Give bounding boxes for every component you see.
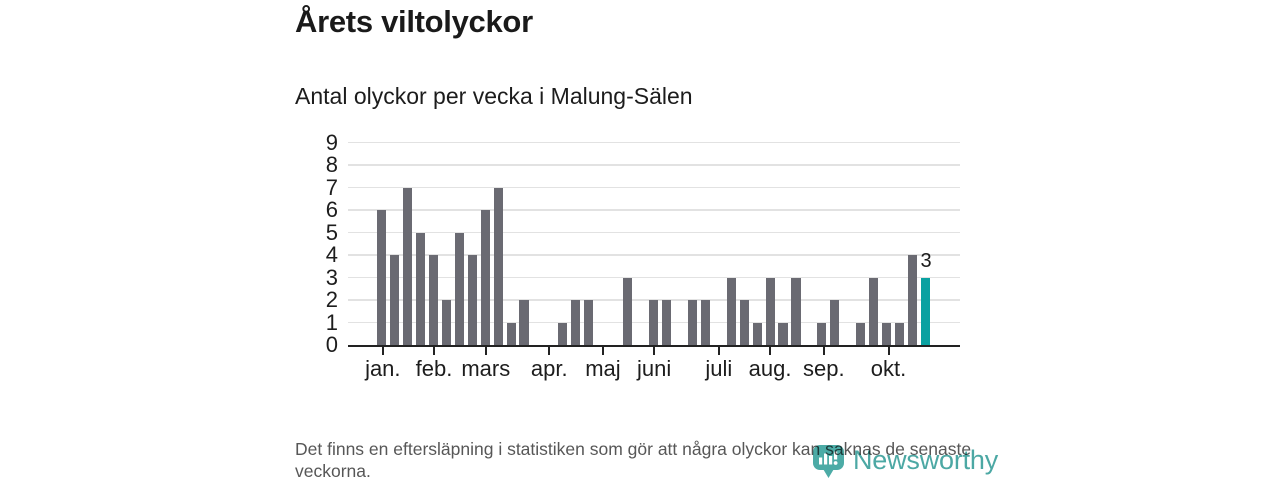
gridline-4 xyxy=(348,254,960,256)
x-axis-label-maj: maj xyxy=(585,356,621,381)
x-axis-tick-apr xyxy=(548,347,551,355)
y-axis-label: 8 xyxy=(325,152,338,177)
gridline-9 xyxy=(348,141,960,144)
bar-week xyxy=(389,255,400,345)
x-axis-label-aug: aug. xyxy=(748,356,792,381)
bar-week xyxy=(584,300,594,345)
bar-week xyxy=(700,300,710,345)
bar-week xyxy=(428,255,438,345)
bar-week xyxy=(817,322,827,345)
chart-subtitle: Antal olyckor per vecka i Malung-Sälen xyxy=(295,83,693,109)
x-axis-tick-jan xyxy=(381,347,384,355)
x-axis-label-jan: jan. xyxy=(365,356,401,381)
y-axis-label: 9 xyxy=(325,129,338,155)
newsworthy-logo-text: Newsworthy xyxy=(853,445,999,475)
x-axis-tick-feb xyxy=(432,347,435,355)
x-axis-label-feb: feb. xyxy=(415,356,453,381)
x-axis-tick-juni xyxy=(653,347,656,355)
gridline-5 xyxy=(348,231,960,234)
bar-week xyxy=(907,255,918,345)
bar-week xyxy=(480,210,490,345)
x-axis-label-apr: apr. xyxy=(530,356,568,381)
gridline-8 xyxy=(348,164,960,166)
x-axis-label-juni: juni xyxy=(637,356,672,381)
y-axis-label: 2 xyxy=(325,287,338,312)
gridline-7 xyxy=(348,186,960,189)
y-axis-label: 1 xyxy=(325,309,338,335)
x-axis-label-mars: mars xyxy=(461,356,511,381)
bar-week xyxy=(765,277,775,345)
x-axis-tick-okt xyxy=(887,347,890,355)
gridline-3 xyxy=(348,276,960,279)
y-axis-label: 6 xyxy=(325,197,338,222)
bar-week xyxy=(752,322,762,345)
x-axis-tick-sep xyxy=(822,347,825,355)
bar-week xyxy=(558,322,568,345)
x-axis-label-okt: okt. xyxy=(870,356,907,381)
bar-week xyxy=(661,300,672,345)
bar-week xyxy=(519,300,529,345)
last-value-label: 3 xyxy=(920,250,932,272)
bar-week xyxy=(402,187,413,345)
bar-week xyxy=(648,300,659,345)
bar-week-highlighted xyxy=(920,277,931,345)
bar-week xyxy=(415,232,426,345)
bar-week xyxy=(441,300,451,345)
y-axis-label: 4 xyxy=(325,242,338,267)
x-axis-line xyxy=(348,344,960,347)
x-axis-label-sep: sep. xyxy=(802,356,845,381)
x-axis-tick-mars xyxy=(484,347,487,355)
bar-week xyxy=(454,232,464,345)
newsworthy-logo: Newsworthy xyxy=(812,443,998,480)
bar-week xyxy=(739,300,749,345)
footer-note: Det finns en eftersläpning i statistiken… xyxy=(295,439,972,480)
gridline-6 xyxy=(348,209,960,211)
bar-week xyxy=(830,300,840,345)
bar-week xyxy=(726,277,736,345)
bar-week xyxy=(623,277,633,345)
bar-week xyxy=(687,300,697,345)
bar-week xyxy=(869,277,879,345)
x-axis-tick-maj xyxy=(601,347,604,355)
y-axis-label: 5 xyxy=(325,219,338,245)
x-axis-label-juli: juli xyxy=(705,356,733,381)
x-axis-tick-juli xyxy=(717,347,720,355)
bar-week xyxy=(571,300,581,345)
y-axis-label: 3 xyxy=(325,264,338,290)
bar-week xyxy=(856,322,866,345)
newsworthy-barchart-bubble-icon xyxy=(813,445,844,478)
bar-week xyxy=(506,322,516,345)
y-axis-label: 0 xyxy=(325,332,338,357)
bar-week xyxy=(467,255,477,345)
bar-week xyxy=(791,277,801,345)
page-title: Årets viltolyckor xyxy=(295,4,533,39)
bar-week xyxy=(778,322,788,345)
bar-week xyxy=(882,322,892,345)
bar-week xyxy=(493,187,503,345)
bar-week xyxy=(895,322,905,345)
y-axis-label: 7 xyxy=(325,174,338,200)
bar-week xyxy=(377,210,387,345)
x-axis-tick-aug xyxy=(769,347,772,355)
